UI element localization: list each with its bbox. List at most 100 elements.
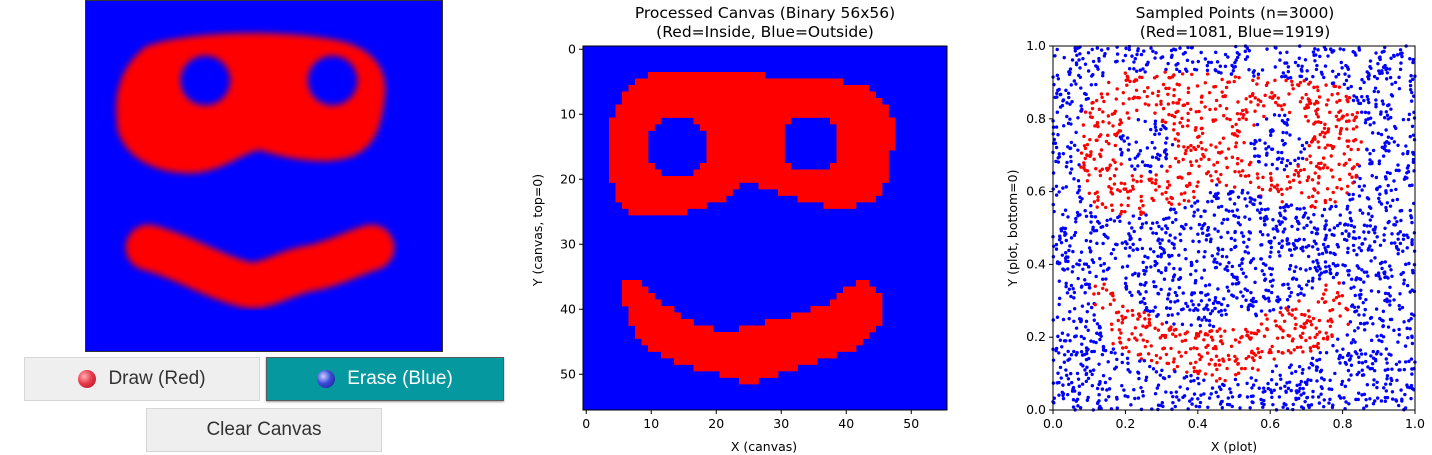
- scatter-point-blue: [1079, 104, 1083, 108]
- heatmap-cell: [739, 124, 746, 131]
- scatter-point-blue: [1394, 362, 1399, 367]
- y-tick-label: 0.0: [1026, 402, 1046, 417]
- scatter-point-red: [1323, 300, 1328, 304]
- scatter-point-red: [1309, 161, 1313, 165]
- heatmap-cell: [706, 78, 714, 86]
- heatmap-cell: [849, 293, 857, 300]
- heatmap-cell: [661, 208, 668, 216]
- heatmap-cell: [719, 117, 727, 125]
- heatmap-cell: [758, 325, 766, 333]
- heatmap-cell: [700, 358, 707, 365]
- heatmap-cell: [765, 345, 772, 352]
- scatter-point-red: [1177, 202, 1181, 206]
- heatmap-cell: [810, 111, 818, 118]
- scatter-point-blue: [1165, 306, 1169, 310]
- scatter-point-blue: [1409, 99, 1414, 103]
- scatter-point-red: [1203, 372, 1208, 376]
- scatter-point-red: [1126, 75, 1130, 80]
- heatmap-cell: [843, 202, 850, 209]
- scatter-point-blue: [1149, 127, 1153, 132]
- scatter-point-blue: [1362, 80, 1366, 85]
- scatter-point-blue: [1348, 216, 1353, 221]
- scatter-point-blue: [1088, 369, 1093, 373]
- heatmap-cell: [817, 169, 824, 177]
- draw-red-button[interactable]: Draw (Red): [24, 357, 260, 401]
- scatter-point-red: [1102, 99, 1106, 104]
- scatter-point-blue: [1317, 357, 1322, 362]
- scatter-point-red: [1323, 131, 1327, 135]
- scatter-point-blue: [1351, 192, 1355, 197]
- heatmap-cell: [615, 176, 623, 183]
- heatmap-cell: [849, 169, 857, 177]
- scatter-point-red: [1150, 180, 1154, 185]
- scatter-point-red: [1131, 313, 1135, 317]
- scatter-point-blue: [1389, 56, 1393, 60]
- scatter-point-red: [1149, 344, 1153, 348]
- scatter-point-red: [1296, 83, 1300, 87]
- drawing-canvas[interactable]: [85, 0, 443, 352]
- heatmap-cell: [869, 137, 876, 144]
- scatter-point-blue: [1336, 263, 1340, 267]
- scatter-point-blue: [1316, 247, 1320, 251]
- scatter-point-blue: [1288, 133, 1292, 137]
- scatter-point-red: [1255, 82, 1259, 86]
- scatter-point-red: [1317, 145, 1321, 150]
- scatter-point-blue: [1201, 231, 1205, 235]
- scatter-point-blue: [1148, 309, 1152, 314]
- scatter-point-red: [1239, 336, 1243, 340]
- scatter-point-blue: [1200, 318, 1204, 322]
- scatter-point-red: [1176, 144, 1181, 148]
- scatter-point-blue: [1341, 355, 1345, 360]
- scatter-point-blue: [1152, 284, 1157, 289]
- heatmap-cell: [680, 182, 688, 190]
- scatter-point-red: [1347, 119, 1351, 123]
- scatter-point-blue: [1398, 230, 1402, 234]
- scatter-point-blue: [1386, 367, 1390, 372]
- heatmap-cell: [771, 163, 779, 170]
- scatter-point-blue: [1086, 302, 1091, 306]
- scatter-point-blue: [1199, 50, 1203, 55]
- scatter-point-red: [1085, 142, 1090, 147]
- scatter-point-red: [1269, 176, 1273, 180]
- scatter-point-red: [1258, 355, 1262, 360]
- scatter-point-blue: [1355, 264, 1359, 268]
- heatmap-cell: [823, 195, 831, 203]
- scatter-point-blue: [1057, 351, 1061, 355]
- scatter-point-blue: [1239, 267, 1244, 271]
- heatmap-cell: [771, 85, 779, 92]
- scatter-point-blue: [1226, 230, 1230, 235]
- scatter-point-blue: [1168, 300, 1173, 304]
- heatmap-cell: [674, 104, 681, 112]
- heatmap-cell: [830, 91, 837, 99]
- scatter-point-blue: [1277, 250, 1281, 254]
- heatmap-cell: [622, 117, 629, 125]
- scatter-point-blue: [1061, 151, 1066, 156]
- erase-blue-button[interactable]: Erase (Blue): [266, 357, 504, 401]
- heatmap-cell: [752, 111, 759, 118]
- scatter-point-blue: [1144, 213, 1148, 217]
- processed-title-line2: (Red=Inside, Blue=Outside): [656, 23, 874, 41]
- scatter-point-blue: [1243, 197, 1247, 201]
- scatter-point-red: [1276, 349, 1281, 354]
- scatter-point-blue: [1086, 51, 1091, 55]
- scatter-point-blue: [1225, 217, 1230, 222]
- scatter-point-blue: [1213, 257, 1217, 261]
- scatter-point-red: [1290, 313, 1294, 317]
- heatmap-cell: [778, 364, 785, 372]
- scatter-point-blue: [1056, 156, 1060, 160]
- scatter-point-blue: [1197, 316, 1201, 320]
- scatter-point-blue: [1294, 265, 1298, 269]
- scatter-point-blue: [1152, 249, 1156, 254]
- scatter-point-blue: [1051, 171, 1056, 175]
- heatmap-cell: [706, 176, 714, 183]
- heatmap-cell: [849, 143, 857, 151]
- heatmap-cell: [622, 156, 629, 164]
- clear-canvas-button[interactable]: Clear Canvas: [146, 408, 382, 452]
- heatmap-cell: [823, 306, 831, 313]
- scatter-point-blue: [1054, 247, 1059, 251]
- scatter-point-red: [1085, 153, 1089, 158]
- scatter-point-blue: [1351, 98, 1356, 103]
- heatmap-cell: [609, 150, 616, 157]
- scatter-point-blue: [1411, 157, 1416, 162]
- scatter-point-red: [1272, 357, 1276, 361]
